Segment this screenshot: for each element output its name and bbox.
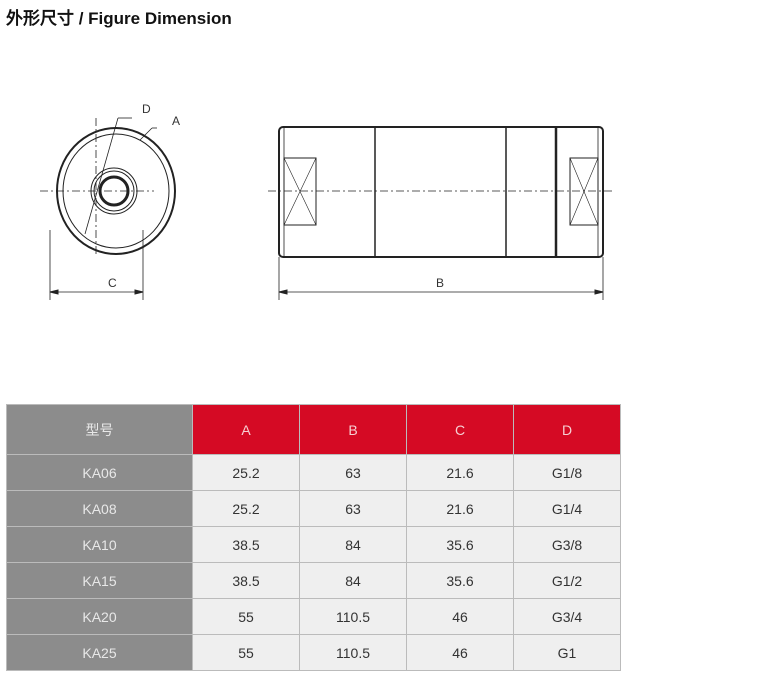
page-title: 外形尺寸 / Figure Dimension — [6, 9, 232, 28]
label-c: C — [108, 276, 117, 290]
cell-model: KA06 — [6, 454, 193, 491]
cell-model: KA08 — [6, 490, 193, 527]
dimension-table: 型号 A B C D KA06 25.2 63 21.6 G1/8 KA08 25.2 63 2… — [6, 404, 621, 671]
cell-c: 35.6 — [406, 526, 514, 563]
cell-d: G1/4 — [513, 490, 621, 527]
header-d: D — [513, 404, 621, 455]
label-b: B — [436, 276, 444, 290]
cell-a: 25.2 — [192, 490, 300, 527]
header-c: C — [406, 404, 514, 455]
table-row: KA15 38.5 84 35.6 G1/2 — [6, 562, 621, 599]
header-b: B — [299, 404, 407, 455]
cell-b: 84 — [299, 562, 407, 599]
header-a: A — [192, 404, 300, 455]
cell-a: 55 — [192, 634, 300, 671]
label-d: D — [142, 102, 151, 116]
table-header: 型号 A B C D — [6, 404, 621, 455]
cell-c: 21.6 — [406, 490, 514, 527]
cell-model: KA25 — [6, 634, 193, 671]
cell-b: 63 — [299, 454, 407, 491]
cell-b: 110.5 — [299, 598, 407, 635]
cell-c: 46 — [406, 634, 514, 671]
cell-c: 46 — [406, 598, 514, 635]
cell-b: 84 — [299, 526, 407, 563]
side-view: B — [268, 126, 612, 300]
cell-c: 35.6 — [406, 562, 514, 599]
cell-c: 21.6 — [406, 454, 514, 491]
cell-model: KA10 — [6, 526, 193, 563]
table-row: KA20 55 110.5 46 G3/4 — [6, 598, 621, 635]
header-model: 型号 — [6, 404, 193, 455]
cell-d: G3/8 — [513, 526, 621, 563]
cell-a: 55 — [192, 598, 300, 635]
cell-b: 63 — [299, 490, 407, 527]
table-row: KA06 25.2 63 21.6 G1/8 — [6, 454, 621, 491]
cell-a: 38.5 — [192, 526, 300, 563]
table-row: KA08 25.2 63 21.6 G1/4 — [6, 490, 621, 527]
cell-d: G1/8 — [513, 454, 621, 491]
cell-a: 38.5 — [192, 562, 300, 599]
cell-d: G1/2 — [513, 562, 621, 599]
cell-model: KA20 — [6, 598, 193, 635]
label-a: A — [172, 114, 180, 128]
cell-d: G1 — [513, 634, 621, 671]
cell-b: 110.5 — [299, 634, 407, 671]
table-row: KA10 38.5 84 35.6 G3/8 — [6, 526, 621, 563]
cell-a: 25.2 — [192, 454, 300, 491]
front-view — [40, 117, 176, 300]
cell-d: G3/4 — [513, 598, 621, 635]
cell-model: KA15 — [6, 562, 193, 599]
dimension-drawing: D A C B — [40, 102, 612, 300]
table-row: KA25 55 110.5 46 G1 — [6, 634, 621, 671]
